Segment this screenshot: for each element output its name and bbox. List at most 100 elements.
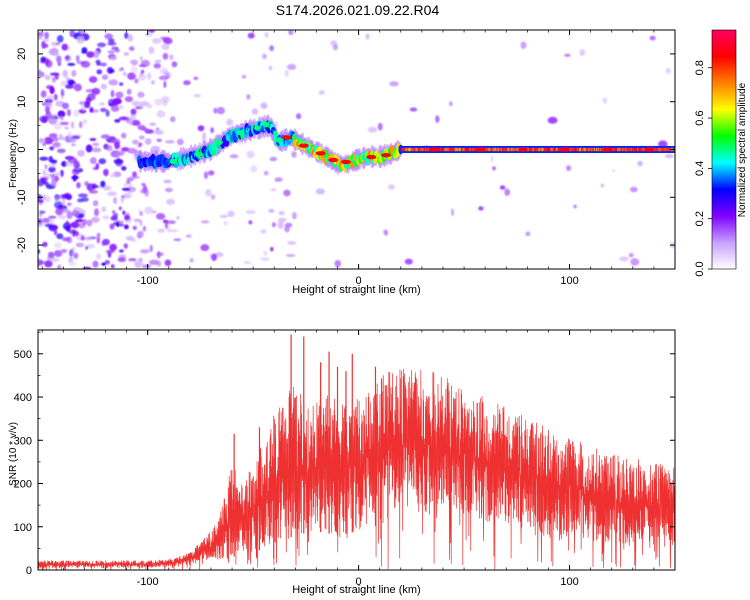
noise-blob xyxy=(157,228,166,233)
noise-blob xyxy=(105,109,110,117)
ridge-core xyxy=(589,147,592,152)
noise-blob xyxy=(69,249,74,257)
x-tick-label: -100 xyxy=(137,576,159,588)
ridge-core xyxy=(549,147,552,152)
ridge-peak xyxy=(281,135,292,140)
noise-blob xyxy=(121,116,127,121)
noise-blob xyxy=(128,46,135,51)
noise-blob xyxy=(100,83,108,90)
noise-blob xyxy=(170,116,176,123)
ridge-core xyxy=(617,147,619,152)
noise-blob xyxy=(45,111,52,120)
ridge-core xyxy=(543,147,545,152)
noise-blob xyxy=(630,258,640,266)
noise-blob xyxy=(566,165,572,172)
noise-blob xyxy=(152,38,162,44)
noise-blob xyxy=(138,142,143,147)
noise-blob xyxy=(377,122,383,131)
ridge-core xyxy=(548,147,550,152)
ridge-core xyxy=(439,147,442,152)
noise-blob xyxy=(69,30,76,38)
noise-blob xyxy=(128,258,137,262)
ridge-core xyxy=(440,147,443,152)
ridge-core xyxy=(468,147,470,152)
noise-blob xyxy=(82,218,88,226)
ridge-core xyxy=(536,147,539,152)
ridge-core xyxy=(417,147,420,152)
noise-blob xyxy=(108,191,118,197)
x-tick-label: 0 xyxy=(356,275,362,287)
ridge-core xyxy=(541,147,543,152)
ridge-core xyxy=(502,147,504,152)
noise-blob xyxy=(149,244,153,253)
noise-blob xyxy=(138,64,147,68)
ridge-patch xyxy=(169,158,177,164)
noise-blob xyxy=(44,260,53,268)
noise-blob xyxy=(95,59,101,64)
noise-blob xyxy=(130,113,137,120)
ridge-core xyxy=(527,147,529,152)
noise-blob xyxy=(127,147,138,154)
ridge-patch xyxy=(254,125,261,131)
ridge-core xyxy=(640,147,642,152)
noise-blob xyxy=(65,225,71,232)
ridge-core xyxy=(510,147,513,152)
ridge-core xyxy=(407,147,409,152)
noise-blob xyxy=(173,238,182,242)
noise-blob xyxy=(219,214,228,218)
noise-blob xyxy=(333,44,338,51)
noise-blob xyxy=(84,101,91,109)
snr-series xyxy=(38,334,675,570)
ridge-core xyxy=(516,147,519,152)
noise-blob xyxy=(52,136,59,142)
ridge-core xyxy=(512,147,515,152)
noise-blob xyxy=(499,185,506,190)
ridge-core xyxy=(451,147,453,152)
noise-blob xyxy=(73,176,76,182)
ridge-core xyxy=(598,147,600,152)
ridge-core xyxy=(597,147,599,152)
ridge-core xyxy=(594,147,597,152)
ridge-core xyxy=(615,147,618,152)
noise-blob xyxy=(169,54,174,61)
ridge-core xyxy=(618,147,620,152)
colorbar: 0.0 0.2 0.4 0.6 0.8 Normalized spectral ampl… xyxy=(694,29,748,277)
ridge-core xyxy=(472,147,475,152)
colorbar-ticks: 0.0 0.2 0.4 0.6 0.8 xyxy=(694,60,712,277)
noise-blob xyxy=(105,145,113,152)
ridge-core xyxy=(660,147,662,152)
noise-blob xyxy=(292,211,297,220)
noise-blob xyxy=(176,138,184,146)
ridge-core xyxy=(496,147,499,152)
ridge-core xyxy=(449,147,451,152)
ridge-core xyxy=(531,147,534,152)
ridge-core xyxy=(444,147,446,152)
noise-blob xyxy=(142,185,148,194)
noise-blob xyxy=(131,100,141,107)
ridge-core xyxy=(666,147,669,152)
noise-blob xyxy=(114,220,124,224)
noise-blob xyxy=(75,231,79,237)
ridge-core xyxy=(655,147,657,152)
ridge-core xyxy=(489,147,491,152)
ridge-core xyxy=(452,147,455,152)
ridge-core xyxy=(494,147,497,152)
ridge-core xyxy=(422,147,425,152)
noise-blob xyxy=(164,187,173,193)
noise-blob xyxy=(66,211,73,220)
ridge-core xyxy=(623,147,625,152)
ridge-core xyxy=(443,147,445,152)
noise-blob xyxy=(127,72,136,80)
ridge-core xyxy=(474,147,477,152)
ridge-core xyxy=(441,147,444,152)
noise-blob xyxy=(269,45,274,52)
noise-blob xyxy=(105,249,115,254)
ridge-core xyxy=(493,147,496,152)
noise-blob xyxy=(146,104,153,109)
noise-blob xyxy=(269,156,278,162)
noise-blob xyxy=(262,53,267,60)
noise-blob xyxy=(42,43,49,48)
noise-blob xyxy=(628,253,634,258)
noise-blob xyxy=(91,87,101,95)
ridge-core xyxy=(539,147,541,152)
